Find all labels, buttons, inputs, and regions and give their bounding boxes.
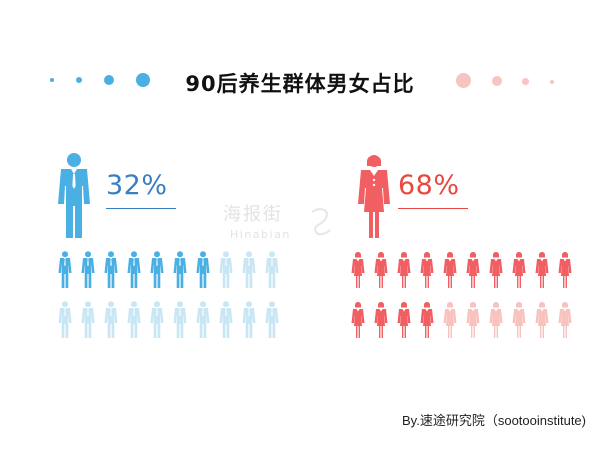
- decor-dot-right-3: [522, 78, 529, 85]
- decor-dot-left-2: [76, 77, 82, 83]
- male-pictograph-empty-icon: [127, 301, 141, 338]
- male-pictograph-empty-icon: [150, 301, 164, 338]
- female-pictograph-filled-icon: [397, 302, 411, 338]
- male-pictograph-empty-icon: [219, 251, 233, 288]
- watermark-subtext: Hinabian: [230, 228, 291, 241]
- female-percent-underline: [398, 208, 468, 209]
- chart-title: 90后养生群体男女占比: [185, 72, 415, 96]
- male-pictograph-empty-icon: [104, 301, 118, 338]
- male-pictograph-filled-icon: [81, 251, 95, 288]
- female-pictograph-filled-icon: [535, 252, 549, 288]
- male-pictograph-empty-icon: [242, 251, 256, 288]
- female-pictograph-filled-icon: [558, 252, 572, 288]
- female-pictograph-filled-icon: [512, 252, 526, 288]
- decor-dot-right-4: [550, 80, 554, 84]
- female-percent-label: 68%: [398, 170, 460, 201]
- male-pictograph-filled-icon: [150, 251, 164, 288]
- female-pictograph-empty-icon: [558, 302, 572, 338]
- female-pictograph-filled-icon: [397, 252, 411, 288]
- female-pictograph-empty-icon: [489, 302, 503, 338]
- male-percent-label: 32%: [106, 170, 168, 201]
- decor-dot-left-3: [104, 75, 114, 85]
- female-pictograph-empty-icon: [443, 302, 457, 338]
- female-pictograph-filled-icon: [374, 302, 388, 338]
- watermark-swirl-icon: [311, 208, 331, 236]
- female-pictograph-filled-icon: [351, 252, 365, 288]
- male-pictograph-empty-icon: [81, 301, 95, 338]
- decor-dot-right-1: [456, 73, 471, 88]
- male-pictograph-empty-icon: [265, 251, 279, 288]
- male-pictograph-filled-icon: [104, 251, 118, 288]
- female-pictograph-filled-icon: [420, 252, 434, 288]
- female-pictograph-empty-icon: [466, 302, 480, 338]
- male-pictograph-empty-icon: [265, 301, 279, 338]
- male-pictograph-empty-icon: [219, 301, 233, 338]
- male-icon-grid: [58, 251, 288, 339]
- decor-dot-right-2: [492, 76, 502, 86]
- female-pictograph-empty-icon: [512, 302, 526, 338]
- female-pictograph-filled-icon: [374, 252, 388, 288]
- male-pictograph-empty-icon: [173, 301, 187, 338]
- decor-dot-left-4: [136, 73, 150, 87]
- male-pictograph-filled-icon: [196, 251, 210, 288]
- female-pictograph-filled-icon: [351, 302, 365, 338]
- male-pictograph-empty-icon: [242, 301, 256, 338]
- source-credit: By.速途研究院（sootooinstitute): [402, 413, 586, 428]
- male-pictograph-empty-icon: [58, 301, 72, 338]
- decor-dot-left-1: [50, 78, 54, 82]
- female-pictograph-filled-icon: [443, 252, 457, 288]
- male-large-figure-icon: [58, 153, 90, 238]
- female-pictograph-filled-icon: [420, 302, 434, 338]
- male-pictograph-filled-icon: [173, 251, 187, 288]
- male-pictograph-filled-icon: [58, 251, 72, 288]
- female-pictograph-filled-icon: [466, 252, 480, 288]
- female-pictograph-empty-icon: [535, 302, 549, 338]
- male-pictograph-empty-icon: [196, 301, 210, 338]
- male-pictograph-filled-icon: [127, 251, 141, 288]
- watermark-text: 海报街: [223, 204, 283, 225]
- female-pictograph-filled-icon: [489, 252, 503, 288]
- female-large-figure-icon: [358, 155, 390, 238]
- male-percent-underline: [106, 208, 176, 209]
- female-icon-grid: [351, 251, 581, 339]
